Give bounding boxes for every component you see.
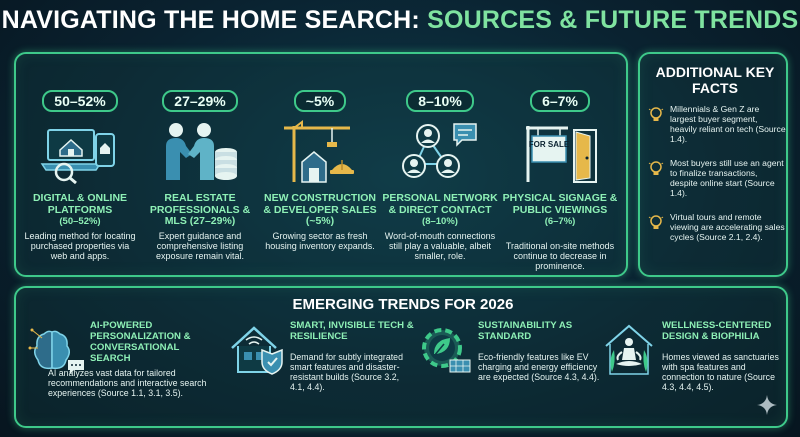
trend-heading: AI-POWERED PERSONALIZATION & CONVERSATIO…: [90, 320, 191, 364]
source-subheading: (8–10%): [422, 216, 458, 227]
key-fact-text: Virtual tours and remote viewing are acc…: [670, 212, 785, 242]
lightbulb-icon: [648, 107, 664, 121]
emerging-trends-panel: EMERGING TRENDS FOR 2026 AI-POWERED PERS…: [14, 286, 788, 428]
people-network-icon: [402, 123, 477, 178]
percentage-badge: 27–29%: [162, 90, 238, 112]
sparkle-icon: [757, 395, 777, 415]
sources-panel: 50–52% DIGITAL & ONLINE PLATFORMS (50–52…: [14, 52, 628, 277]
lightbulb-icon: [648, 161, 664, 175]
source-subheading: (50–52%): [59, 216, 101, 227]
for-sale-sign-text: FOR SALE: [529, 140, 570, 149]
source-heading: DIGITAL & ONLINE PLATFORMS (50–52%): [22, 192, 138, 228]
laptop-phone-home-icon: [40, 129, 115, 184]
source-subheading: (6–7%): [544, 216, 576, 227]
trend-description: Homes viewed as sanctuaries with spa fea…: [662, 352, 779, 392]
source-description: Word-of-mouth connections still play a v…: [384, 231, 496, 261]
key-fact-text: Millennials & Gen Z are largest buyer se…: [670, 104, 786, 144]
trend-sustainability: SUSTAINABILITY AS STANDARD Eco-friendly …: [416, 320, 602, 424]
source-card-new-construction: ~5% NEW CONSTRUCTION & DEVELOPER SALES (…: [262, 68, 378, 268]
title-part-2: SOURCES & FUTURE TRENDS: [427, 6, 799, 34]
source-card-digital: 50–52% DIGITAL & ONLINE PLATFORMS (50–52…: [22, 68, 138, 268]
trend-description: AI analyzes vast data for tailored recom…: [48, 368, 207, 398]
source-description: Leading method for locating purchased pr…: [24, 231, 136, 261]
source-card-personal-network: 8–10% PERSONAL NETWORK & DIRECT CONTACT …: [382, 68, 498, 268]
handshake-database-icon: [166, 123, 237, 180]
crane-construction-icon: [284, 120, 354, 183]
key-facts-panel: ADDITIONAL KEY FACTS Millennials & Gen Z…: [638, 52, 788, 277]
smart-home-icon: [231, 326, 283, 375]
trend-heading: SUSTAINABILITY AS STANDARD: [478, 320, 573, 342]
page-title: NAVIGATING THE HOME SEARCH: SOURCES & FU…: [0, 6, 800, 35]
trend-heading: SMART, INVISIBLE TECH & RESILIENCE: [290, 320, 414, 342]
for-sale-sign-icon: FOR SALE: [526, 126, 597, 183]
trend-wellness: WELLNESS-CENTERED DESIGN & BIOPHILIA Hom…: [600, 320, 786, 424]
percentage-badge: 6–7%: [530, 90, 590, 112]
trend-smart-tech: SMART, INVISIBLE TECH & RESILIENCE Deman…: [228, 320, 414, 424]
source-description: Expert guidance and comprehensive listin…: [155, 231, 245, 261]
lightbulb-icon: [648, 215, 664, 229]
title-part-1: NAVIGATING THE HOME SEARCH:: [1, 6, 420, 34]
trend-description: Eco-friendly features like EV charging a…: [478, 352, 600, 382]
source-description: Traditional on-site methods continue to …: [505, 241, 615, 271]
meditation-wellness-icon: [605, 324, 653, 375]
trend-heading: WELLNESS-CENTERED DESIGN & BIOPHILIA: [662, 320, 772, 342]
source-heading: PHYSICAL SIGNAGE & PUBLIC VIEWINGS (6–7%…: [502, 192, 618, 227]
source-card-physical-signage: 6–7% FOR SALE PHYSICAL SIGNAGE & PUBLIC …: [502, 68, 618, 271]
percentage-badge: 50–52%: [42, 90, 118, 112]
ai-brain-icon: [28, 328, 84, 374]
source-description: Growing sector as fresh housing inventor…: [265, 231, 375, 251]
emerging-trends-title: EMERGING TRENDS FOR 2026: [292, 296, 514, 313]
source-heading: NEW CONSTRUCTION & DEVELOPER SALES (~5%): [263, 192, 377, 227]
sustainability-gear-icon: [422, 328, 471, 373]
source-card-professionals: 27–29% REAL ESTATE PROFESSIONALS & MLS (…: [142, 68, 258, 268]
source-heading: PERSONAL NETWORK & DIRECT CONTACT (8–10%…: [382, 192, 498, 227]
trend-ai-personalization: AI-POWERED PERSONALIZATION & CONVERSATIO…: [28, 320, 214, 424]
trend-description: Demand for subtly integrated smart featu…: [290, 352, 403, 392]
key-fact-text: Most buyers still use an agent to finali…: [670, 158, 784, 198]
percentage-badge: ~5%: [293, 90, 347, 112]
key-facts-title: ADDITIONAL KEY FACTS: [655, 64, 775, 96]
source-heading: REAL ESTATE PROFESSIONALS & MLS (27–29%): [149, 192, 251, 227]
percentage-badge: 8–10%: [406, 90, 474, 112]
